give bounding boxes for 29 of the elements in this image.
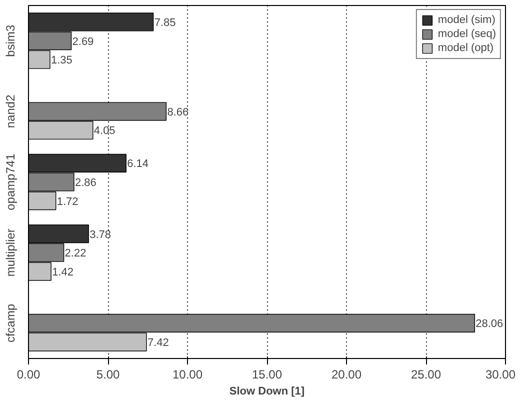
data-label: 2.22 — [64, 248, 86, 260]
x-tick-label: 30.00 — [485, 368, 516, 382]
x-tick-label: 5.00 — [96, 368, 120, 382]
legend-label: model (sim) — [438, 14, 496, 26]
data-label: 8.66 — [167, 106, 189, 118]
data-label: 1.35 — [50, 54, 72, 67]
data-label: 4.05 — [94, 125, 116, 138]
y-tick-label: multiplier — [4, 228, 18, 277]
y-tick-label: bsim3 — [4, 24, 18, 57]
legend-label: model (opt) — [438, 42, 494, 54]
x-axis-title: Slow Down [1] — [229, 386, 305, 398]
data-label: 6.14 — [127, 158, 149, 170]
x-tick-label: 25.00 — [410, 368, 442, 382]
x-tick-label: 10.00 — [172, 368, 203, 382]
data-label: 1.42 — [52, 266, 74, 278]
y-tick-label: opamp741 — [4, 153, 18, 210]
x-tick-label: 0.00 — [16, 368, 41, 382]
data-label: 7.42 — [147, 337, 169, 350]
data-label: 2.69 — [72, 36, 94, 48]
x-tick-label: 15.00 — [252, 368, 282, 382]
data-label: 7.85 — [154, 16, 176, 29]
data-label: 28.06 — [476, 318, 504, 330]
y-tick-label: nand2 — [4, 94, 18, 128]
x-tick-label: 20.00 — [331, 368, 362, 382]
legend-label: model (seq) — [438, 28, 496, 40]
y-tick-label: cfcamp — [4, 304, 18, 343]
data-label: 3.78 — [90, 228, 112, 241]
data-label: 1.72 — [56, 196, 78, 208]
data-label: 2.86 — [74, 177, 96, 189]
